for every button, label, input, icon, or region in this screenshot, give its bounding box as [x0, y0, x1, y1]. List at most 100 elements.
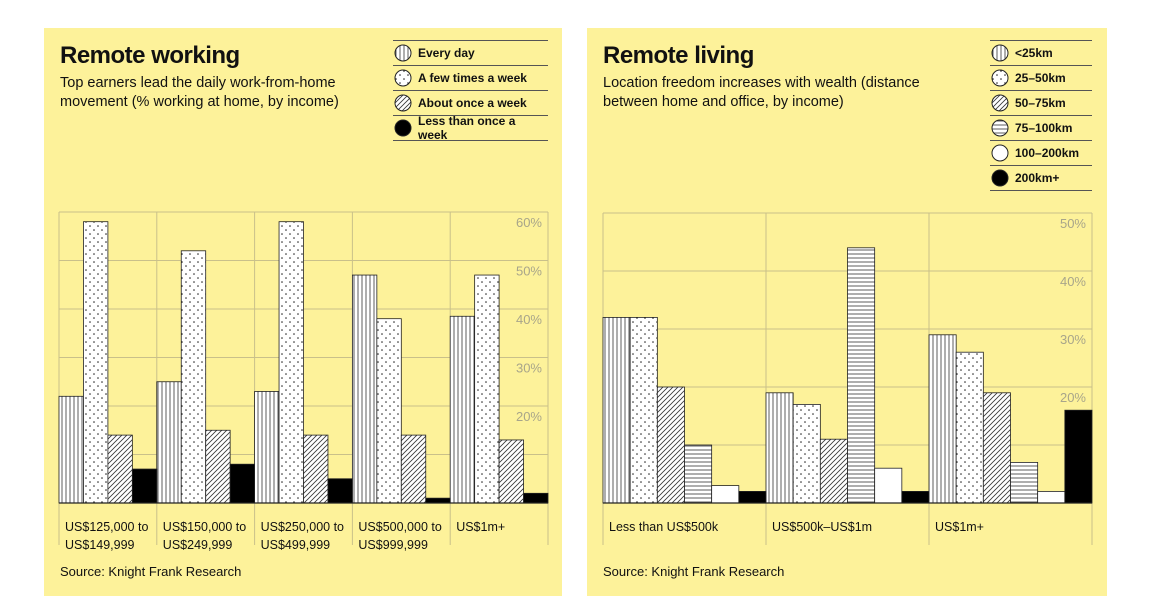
y-tick-label: 20%	[516, 409, 542, 424]
legend-label: 100–200km	[1015, 146, 1080, 160]
source-note: Source: Knight Frank Research	[603, 564, 785, 579]
bar-dots	[83, 221, 109, 504]
bar-solid	[901, 490, 930, 504]
legend-swatch-horizontal-icon	[991, 119, 1009, 137]
chart-title: Remote working	[60, 42, 240, 69]
bar-diagonal	[498, 439, 524, 504]
legend-label: 25–50km	[1015, 71, 1066, 85]
legend-item: A few times a week	[393, 65, 548, 90]
bar-solid	[523, 492, 549, 504]
category-label: US$125,000 to US$149,999	[65, 518, 148, 554]
category-label: US$1m+	[456, 518, 505, 536]
category-label: US$1m+	[935, 518, 984, 536]
y-tick-label: 20%	[1060, 390, 1086, 405]
legend-label: <25km	[1015, 46, 1053, 60]
legend-item: 200km+	[990, 165, 1092, 191]
bar-vertical	[351, 274, 378, 504]
category-label-line: US$1m+	[935, 520, 984, 534]
bar-horizontal	[1010, 461, 1039, 504]
bar-diagonal	[656, 386, 685, 504]
bar-diagonal	[107, 434, 133, 504]
legend-swatch-solid-icon	[991, 169, 1009, 187]
legend-label: 75–100km	[1015, 121, 1073, 135]
bar-vertical	[58, 395, 84, 504]
y-tick-label: 30%	[516, 361, 542, 376]
y-tick-label: 60%	[516, 215, 542, 230]
legend-swatch-solid-icon	[394, 119, 412, 137]
legend-item: <25km	[990, 40, 1092, 65]
bar-dots	[474, 274, 500, 504]
category-label: Less than US$500k	[609, 518, 718, 536]
category-label-line: US$500,000 to	[358, 520, 442, 534]
legend-swatch-diagonal-icon	[991, 94, 1009, 112]
y-tick-label: 50%	[516, 264, 542, 279]
legend-swatch-diagonal-icon	[394, 94, 412, 112]
category-label-line: US$250,000 to	[260, 520, 344, 534]
category-label-line: US$999,999	[358, 538, 428, 552]
bar-dots	[278, 221, 304, 504]
bar-dots	[376, 318, 402, 504]
category-label: US$500k–US$1m	[772, 518, 872, 536]
legend-item: Every day	[393, 40, 548, 65]
y-tick-label: 30%	[1060, 332, 1086, 347]
bar-diagonal	[205, 429, 231, 504]
remote-working-chart: 20% 30% 40% 50% 60%	[58, 211, 549, 545]
bar-vertical	[254, 391, 280, 504]
bar-dots	[629, 316, 658, 504]
legend-label: 200km+	[1015, 171, 1060, 185]
legend-swatch-dots-icon	[991, 69, 1009, 87]
bar-solid	[738, 490, 767, 504]
legend-label: Less than once a week	[418, 114, 516, 142]
legend-swatch-vertical-icon	[991, 44, 1009, 62]
legend-item: About once a week	[393, 90, 548, 115]
y-tick-label: 40%	[516, 312, 542, 327]
legend-swatch-dots-icon	[394, 69, 412, 87]
bar-dots	[180, 250, 207, 504]
legend: Every day A few times a week About once …	[393, 40, 548, 142]
category-label: US$500,000 to US$999,999	[358, 518, 441, 554]
bar-diagonal	[819, 438, 848, 504]
bar-vertical	[602, 316, 631, 504]
chart-title: Remote living	[603, 42, 754, 69]
bar-diagonal	[400, 434, 427, 504]
category-label-line: Less than US$500k	[609, 520, 719, 534]
legend-item: 50–75km	[990, 90, 1092, 115]
bar-horizontal	[847, 247, 876, 504]
source-note: Source: Knight Frank Research	[60, 564, 242, 579]
legend-label: A few times a week	[418, 71, 527, 85]
category-label: US$150,000 to US$249,999	[163, 518, 246, 554]
bar-solid	[229, 463, 255, 504]
bar-dots	[792, 403, 821, 504]
remote-working-panel: Remote working Top earners lead the dail…	[44, 28, 562, 596]
bar-vertical	[156, 381, 182, 504]
category-label-line: US$249,999	[162, 538, 233, 552]
legend-label: 50–75km	[1015, 96, 1066, 110]
bar-dots	[955, 351, 984, 504]
category-label-line: US$499,999	[260, 538, 331, 552]
legend-swatch-white-icon	[991, 144, 1009, 162]
category-label-line: US$125,000 to	[65, 520, 149, 534]
category-label-line: US$150,000 to	[162, 520, 247, 534]
legend-label: Every day	[418, 46, 475, 60]
bar-white	[1037, 490, 1066, 504]
bar-diagonal	[303, 434, 329, 504]
legend-item: 25–50km	[990, 65, 1092, 90]
bar-white	[711, 485, 740, 504]
legend-item: 75–100km	[990, 115, 1092, 140]
bar-diagonal	[982, 392, 1011, 504]
legend-item: 100–200km	[990, 140, 1092, 165]
category-label: US$250,000 to US$499,999	[261, 518, 344, 554]
y-tick-label: 40%	[1060, 274, 1086, 289]
remote-living-chart: 20% 30% 40% 50%	[602, 212, 1093, 545]
legend-label: About once a week	[418, 96, 527, 110]
bar-vertical	[765, 392, 794, 504]
y-tick-label: 50%	[1060, 216, 1086, 231]
bar-white	[874, 467, 903, 504]
legend-item: Less than once a week	[393, 114, 548, 142]
chart-subtitle: Location freedom increases with wealth (…	[603, 75, 920, 110]
remote-living-panel: Remote living Location freedom increases…	[587, 28, 1107, 596]
bar-horizontal	[684, 444, 713, 504]
chart-subtitle: Top earners lead the daily work-from-hom…	[60, 75, 339, 110]
category-label-line: US$149,999	[65, 538, 135, 552]
bar-solid	[131, 468, 158, 504]
